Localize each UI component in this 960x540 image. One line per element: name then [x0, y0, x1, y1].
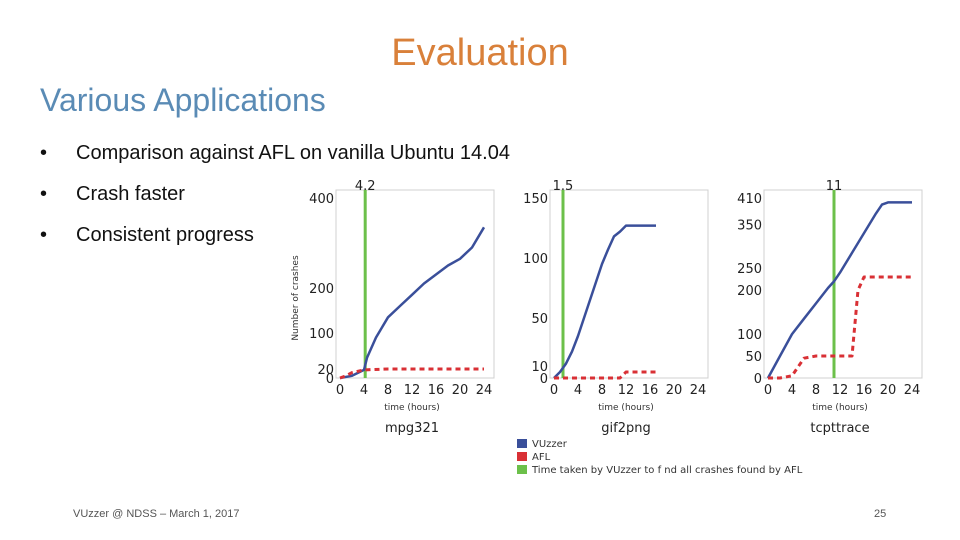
bullet-dot: • [40, 183, 48, 205]
x-tick-label: 12 [618, 383, 635, 398]
legend-label: VUzzer [532, 439, 568, 450]
y-tick-label: 100 [309, 327, 334, 342]
x-tick-label: 8 [812, 383, 820, 398]
plot-frame [549, 189, 709, 379]
x-tick-label: 24 [476, 383, 493, 398]
x-tick-label: 16 [428, 383, 445, 398]
plot-frame [763, 189, 923, 379]
x-tick-label: 12 [404, 383, 421, 398]
y-tick-label: 20 [317, 363, 334, 378]
y-tick-label: 0 [326, 372, 334, 387]
slide-title: Evaluation [391, 32, 569, 74]
x-tick-label: 8 [384, 383, 392, 398]
afl-series-line [339, 367, 484, 380]
y-tick-label: 150 [523, 192, 548, 207]
vuzzer-series-line [553, 224, 656, 379]
x-tick-label: 4 [574, 383, 582, 398]
y-tick-label: 0 [540, 372, 548, 387]
legend-label: AFL [532, 452, 551, 463]
y-tick-label: 50 [745, 350, 762, 365]
y-tick-label: 200 [737, 284, 762, 299]
afl-series-line [554, 370, 656, 380]
y-tick-label: 0 [754, 372, 762, 387]
bullet-text: Comparison against AFL on vanilla Ubuntu… [76, 142, 510, 164]
chart-name: gif2png [601, 421, 650, 436]
y-tick-label: 200 [309, 282, 334, 297]
x-tick-label: 16 [642, 383, 659, 398]
bullet-item: • Crash faster [40, 179, 510, 220]
bullet-item: • Comparison against AFL on vanilla Ubunt… [40, 138, 510, 179]
y-tick-label: 250 [737, 262, 762, 277]
x-axis-label: time (hours) [812, 403, 868, 413]
y-tick-label: 100 [737, 328, 762, 343]
y-tick-label: 10 [531, 360, 548, 375]
marker-label: 11 [826, 179, 843, 194]
legend-swatch [517, 452, 527, 461]
footer-text: VUzzer @ NDSS – March 1, 2017 [73, 508, 240, 520]
x-tick-label: 4 [360, 383, 368, 398]
x-axis-label: time (hours) [598, 403, 654, 413]
y-tick-label: 50 [531, 312, 548, 327]
vuzzer-series-line [766, 201, 912, 379]
legend-swatch [517, 465, 527, 474]
x-tick-label: 0 [550, 383, 558, 398]
bullet-item: • Consistent progress [40, 220, 510, 261]
bullet-text: Consistent progress [76, 224, 254, 246]
x-tick-label: 16 [856, 383, 873, 398]
x-tick-label: 24 [690, 383, 707, 398]
x-tick-label: 0 [336, 383, 344, 398]
bullet-dot: • [40, 224, 48, 246]
y-tick-label: 100 [523, 252, 548, 267]
bullet-text: Crash faster [76, 183, 185, 205]
legend-swatch [517, 439, 527, 448]
x-tick-label: 0 [764, 383, 772, 398]
y-axis-label: Number of crashes [291, 255, 301, 341]
chart-name: mpg321 [385, 421, 439, 436]
x-tick-label: 20 [452, 383, 469, 398]
page-number: 25 [874, 508, 887, 520]
x-tick-label: 20 [880, 383, 897, 398]
x-axis-label: time (hours) [384, 403, 440, 413]
x-tick-label: 4 [788, 383, 796, 398]
slide-subtitle: Various Applications [40, 82, 326, 118]
y-tick-label: 350 [737, 218, 762, 233]
bullet-list: • Comparison against AFL on vanilla Ubunt… [40, 138, 510, 261]
x-tick-label: 12 [832, 383, 849, 398]
afl-series-line [768, 275, 912, 380]
chart-name: tcpttrace [810, 421, 869, 436]
legend-label: Time taken by VUzzer to f nd all crashes… [531, 465, 803, 476]
x-tick-label: 20 [666, 383, 683, 398]
marker-label: 1.5 [553, 179, 574, 194]
x-tick-label: 8 [598, 383, 606, 398]
bullet-dot: • [40, 142, 48, 164]
y-tick-label: 410 [737, 192, 762, 207]
x-tick-label: 24 [904, 383, 921, 398]
